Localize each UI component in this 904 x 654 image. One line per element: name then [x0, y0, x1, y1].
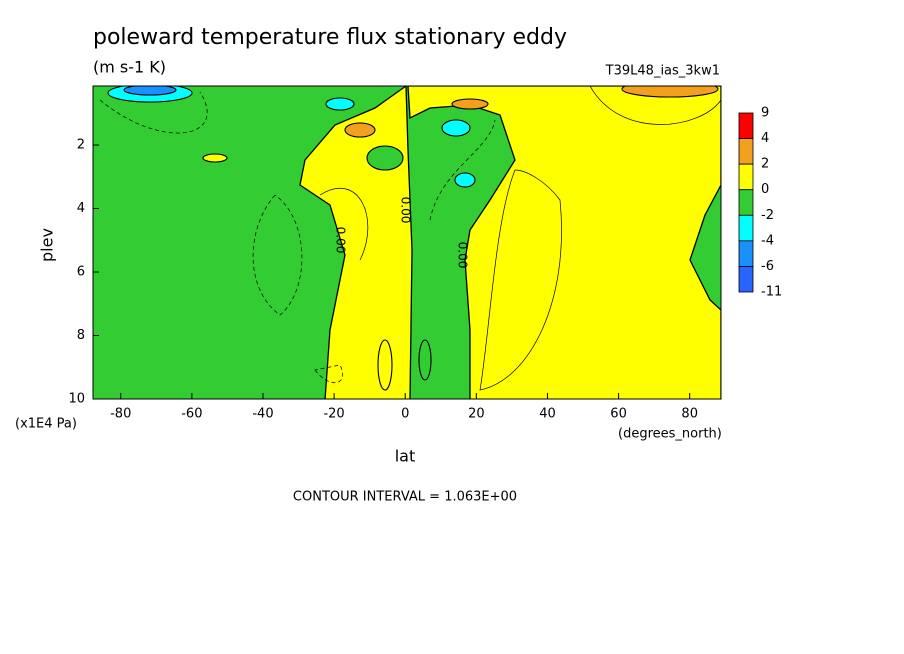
contour-label: 0.00	[334, 227, 348, 254]
x-tick-label: -20	[323, 407, 344, 422]
colorbar-box	[738, 240, 754, 267]
x-tick-label: 60	[610, 407, 627, 422]
region	[441, 119, 471, 137]
y-tick-label: 4	[77, 201, 85, 216]
region	[344, 122, 376, 138]
colorbar-label: 4	[761, 131, 769, 146]
region	[621, 86, 719, 98]
region	[454, 172, 476, 188]
contour-interval: CONTOUR INTERVAL = 1.063E+00	[293, 490, 517, 505]
region	[202, 153, 228, 163]
contour-line	[429, 119, 496, 221]
colorbar-box	[738, 163, 754, 191]
fields	[93, 86, 721, 399]
contour-line	[479, 169, 562, 391]
contour-line	[99, 91, 208, 134]
region	[377, 339, 393, 391]
frame	[92, 85, 722, 400]
colorbar-label: 0	[761, 182, 769, 197]
colorbar-box	[738, 266, 754, 293]
y-tick-label: 10	[68, 392, 85, 407]
colorbar-label: -4	[761, 233, 774, 248]
contour-label: 0.00	[399, 197, 413, 224]
colorbar-box	[738, 138, 754, 165]
y-axis-label: plev	[38, 228, 57, 262]
y-units: (x1E4 Pa)	[15, 417, 77, 432]
colorbar-label: -11	[761, 285, 782, 300]
contour-label: 0.00	[456, 242, 470, 269]
dataset-label: T39L48_ias_3kw1	[605, 64, 720, 79]
chart-subtitle: (m s-1 K)	[93, 58, 166, 77]
x-tick-label: 0	[401, 407, 409, 422]
region	[418, 339, 432, 381]
contour-line	[252, 194, 303, 316]
colorbar-box	[738, 189, 754, 216]
x-tick-label: -60	[181, 407, 202, 422]
region	[325, 97, 355, 111]
colorbar-box	[738, 214, 754, 242]
x-tick-label: 40	[539, 407, 556, 422]
x-axis-label: lat	[395, 447, 416, 466]
contour-line	[589, 86, 721, 125]
contour-line	[319, 188, 369, 261]
y-tick-label: 8	[77, 328, 85, 343]
colorbar-box	[738, 112, 754, 139]
colorbar-label: 9	[761, 106, 769, 121]
x-tick-label: -80	[110, 407, 131, 422]
chart-title: poleward temperature flux stationary edd…	[93, 25, 567, 50]
region	[366, 145, 404, 171]
colorbar-label: 2	[761, 157, 769, 172]
x-tick-label: 80	[681, 407, 698, 422]
x-tick-label: 20	[468, 407, 485, 422]
x-tick-label: -40	[252, 407, 273, 422]
colorbar-label: -2	[761, 208, 774, 223]
x-units: (degrees_north)	[618, 427, 722, 442]
y-tick-label: 2	[77, 138, 85, 153]
y-tick-label: 6	[77, 265, 85, 280]
region	[451, 98, 489, 110]
region	[123, 86, 177, 96]
contour-line	[314, 364, 343, 384]
plot-area	[92, 85, 722, 400]
colorbar-label: -6	[761, 259, 774, 274]
